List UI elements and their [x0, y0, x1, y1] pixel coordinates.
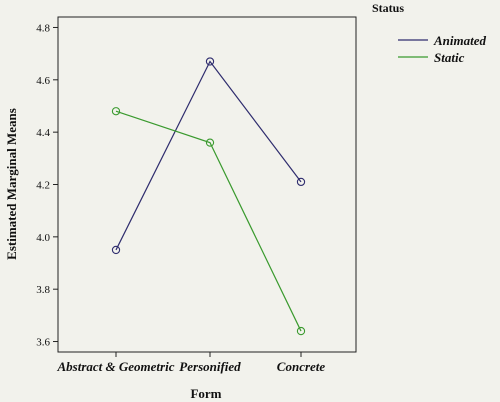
- x-tick-label: Personified: [179, 359, 241, 374]
- series-line-static: [115, 110, 302, 332]
- data-point-animated: [205, 57, 215, 66]
- y-tick-label: 4.4: [36, 127, 50, 139]
- x-axis-title: Form: [190, 386, 221, 401]
- y-tick-label: 3.8: [36, 284, 50, 296]
- x-tick-label: Abstract & Geometric: [57, 359, 175, 374]
- y-tick-label: 4.6: [36, 75, 50, 87]
- data-point-static: [296, 326, 306, 336]
- y-axis: 3.6 3.8 4.0 4.2 4.4 4.6 4.8: [36, 22, 58, 349]
- data-point-static: [111, 107, 121, 116]
- y-tick-label: 4.8: [36, 22, 50, 34]
- x-tick-label: Concrete: [277, 359, 326, 374]
- y-tick-label: 4.2: [36, 180, 50, 192]
- legend-label-static: Static: [434, 50, 465, 65]
- plot-area: [57, 16, 357, 353]
- y-axis-title: Estimated Marginal Means: [4, 108, 19, 260]
- series-layer: [111, 57, 306, 336]
- legend-label-animated: Animated: [433, 33, 487, 48]
- legend-title: Status: [372, 1, 404, 15]
- data-point-animated: [296, 177, 306, 187]
- y-tick-label: 3.6: [36, 337, 50, 349]
- series-line-animated: [115, 60, 302, 251]
- data-point-animated: [111, 245, 121, 255]
- y-tick-label: 4.0: [36, 232, 50, 244]
- data-point-static: [205, 138, 215, 147]
- legend: Status Animated Static: [372, 1, 487, 65]
- x-axis: Abstract & Geometric Personified Concrete: [57, 352, 326, 374]
